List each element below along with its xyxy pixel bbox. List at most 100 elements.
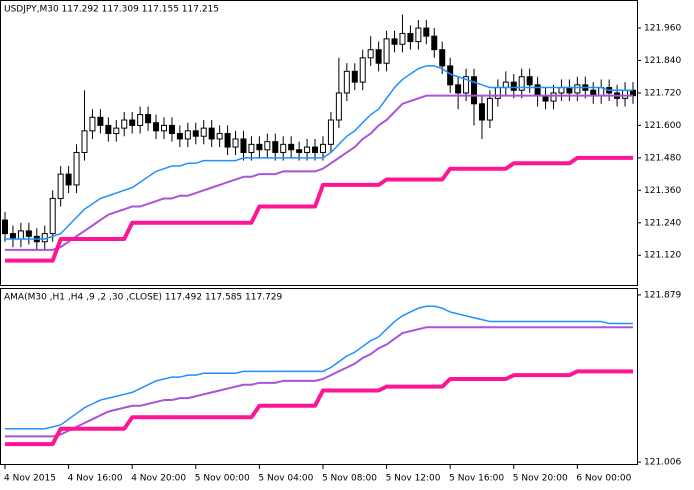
indicator-line [5, 369, 633, 447]
price-panel [0, 0, 638, 286]
y-tick-label: 121.879 [644, 290, 681, 300]
y-tick-label: 121.006 [644, 458, 681, 468]
candle-body [81, 130, 88, 153]
candle-body [288, 143, 295, 151]
candle-body [2, 219, 8, 235]
candle-body [486, 97, 493, 121]
x-tick-label: 4 Nov 16:00 [68, 474, 123, 484]
candle-body [304, 146, 311, 153]
candle-body [65, 173, 72, 186]
indicator-title: AMA(M30 ,H1 ,H4 ,9 ,2 ,30 ,CLOSE) 117.49… [4, 293, 283, 303]
indicator-line [5, 326, 633, 438]
candle-body [574, 84, 581, 94]
candle-body [526, 76, 533, 86]
x-tick-label: 5 Nov 08:00 [322, 474, 377, 484]
x-tick-label: 5 Nov 04:00 [258, 474, 313, 484]
x-tick-label: 5 Nov 16:00 [449, 474, 504, 484]
candle-body [208, 127, 215, 140]
candle-body [153, 122, 160, 132]
candle-body [216, 133, 223, 140]
candle-body [137, 114, 144, 126]
candle-body [25, 230, 32, 237]
candle-body [145, 114, 152, 124]
candle-body [224, 133, 231, 148]
candle-body [518, 76, 525, 91]
y-tick-label: 121.720 [644, 88, 681, 98]
indicator-line [5, 65, 633, 240]
candle-body [439, 49, 446, 67]
y-tick-label: 121.960 [644, 24, 681, 34]
candle-body [415, 27, 422, 43]
candle-body [478, 103, 485, 121]
indicator-line [5, 305, 633, 430]
candle-body [375, 49, 382, 64]
y-tick-label: 121.480 [644, 153, 681, 163]
candle-body [510, 81, 517, 91]
candle-body [351, 70, 358, 83]
indicator-panel [0, 288, 638, 465]
candle-body [383, 38, 390, 64]
y-tick-label: 121.360 [644, 186, 681, 196]
candle-body [455, 84, 462, 94]
y-tick-label: 121.120 [644, 251, 681, 261]
x-tick-label: 4 Nov 2015 [4, 474, 56, 484]
x-tick-label: 6 Nov 00:00 [576, 474, 631, 484]
candle-body [160, 124, 167, 132]
candle-body [105, 124, 112, 135]
candle-body [367, 49, 374, 59]
x-tick-label: 5 Nov 20:00 [513, 474, 568, 484]
candle-body [73, 151, 80, 186]
candle-body [113, 127, 120, 135]
candle-body [407, 32, 414, 43]
candle-body [494, 87, 501, 99]
x-tick-label: 5 Nov 00:00 [195, 474, 250, 484]
candle-body [17, 230, 24, 240]
y-tick-label: 121.840 [644, 56, 681, 66]
candle-body [9, 233, 16, 240]
candle-body [89, 116, 96, 132]
candle-body [168, 124, 175, 135]
candle-body [200, 127, 207, 137]
chart-title: USDJPY,M30 117.292 117.309 117.155 117.2… [4, 5, 219, 15]
y-tick-label: 121.240 [644, 218, 681, 228]
candle-body [391, 38, 398, 45]
candle-body [502, 81, 509, 89]
candle-body [343, 70, 350, 94]
indicator-line [5, 94, 633, 251]
candle-body [280, 143, 287, 153]
candle-body [192, 130, 199, 137]
candle-body [550, 92, 557, 102]
candle-body [399, 32, 406, 45]
candle-body [57, 173, 64, 199]
candle-body [248, 143, 255, 153]
x-tick-label: 4 Nov 20:00 [131, 474, 186, 484]
candle-body [566, 87, 573, 94]
candle-body [312, 146, 319, 153]
candle-body [256, 143, 263, 151]
candle-body [463, 76, 470, 94]
candle-body [327, 119, 334, 145]
candle-body [272, 141, 279, 153]
candle-body [423, 27, 430, 37]
candle-body [296, 149, 303, 153]
candle-body [319, 143, 326, 153]
candle-body [534, 84, 541, 97]
candle-body [232, 138, 239, 148]
candle-body [184, 130, 191, 140]
candle-body [431, 35, 438, 51]
candle-body [97, 116, 104, 126]
candle-body [129, 119, 136, 126]
candle-body [622, 89, 629, 99]
candle-body [558, 87, 565, 94]
candle-body [471, 76, 478, 105]
x-tick-label: 5 Nov 12:00 [386, 474, 441, 484]
y-tick-label: 121.600 [644, 121, 681, 131]
candle-body [121, 119, 128, 129]
candle-body [359, 57, 366, 83]
candle-body [240, 138, 247, 153]
candle-body [49, 197, 56, 235]
candle-body [176, 133, 183, 140]
candle-body [335, 92, 342, 121]
